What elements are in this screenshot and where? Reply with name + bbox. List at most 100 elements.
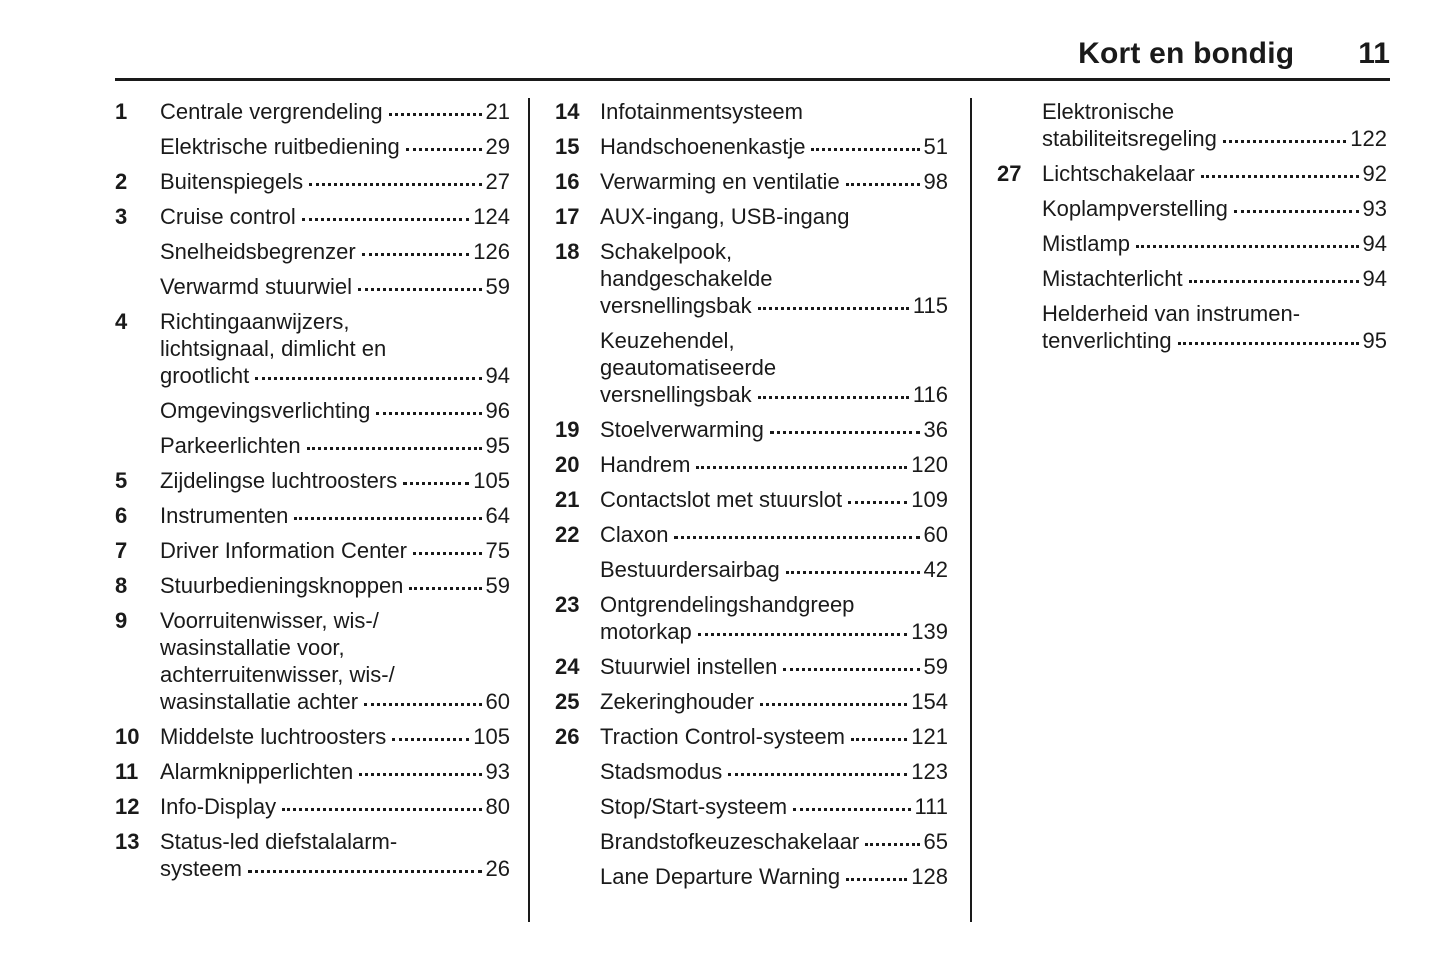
toc-entry: Omgevingsverlichting 96 bbox=[115, 397, 510, 424]
entry-number bbox=[115, 133, 160, 160]
entry-body: Bestuurdersairbag 42 bbox=[600, 556, 948, 583]
toc-entry: Elektronische stabiliteitsregeling 122 bbox=[997, 98, 1387, 152]
entry-body: Mistlamp 94 bbox=[1042, 230, 1387, 257]
entry-title: Snelheidsbegrenzer bbox=[160, 239, 356, 264]
entry-title: stabiliteitsregeling bbox=[1042, 126, 1217, 151]
entry-title: Verwarming en ventilatie bbox=[600, 169, 840, 194]
entry-last-line: grootlicht 94 bbox=[160, 362, 510, 389]
entry-title: Handrem bbox=[600, 452, 691, 477]
toc-entry: 5 Zijdelingse luchtroosters 105 bbox=[115, 467, 510, 494]
entry-title: Centrale vergrendeling bbox=[160, 99, 383, 124]
entry-body: Zekeringhouder 154 bbox=[600, 688, 948, 715]
entry-number: 1 bbox=[115, 99, 128, 124]
entry-title: Brandstofkeuzeschakelaar bbox=[600, 829, 860, 854]
entry-page-number: 60 bbox=[485, 689, 510, 714]
entry-body: Lane Departure Warning 128 bbox=[600, 863, 948, 890]
entry-body: Omgevingsverlichting 96 bbox=[160, 397, 510, 424]
dot-leader bbox=[409, 587, 482, 590]
dot-leader bbox=[361, 253, 470, 256]
toc-entry: Mistlamp 94 bbox=[997, 230, 1387, 257]
dot-leader bbox=[728, 773, 908, 776]
entry-number: 2 bbox=[115, 169, 128, 194]
toc-columns: 1 Centrale vergrendeling 21 Elektrische rui… bbox=[115, 98, 1390, 922]
entry-body: Brandstofkeuzeschakelaar 65 bbox=[600, 828, 948, 855]
entry-number: 18 bbox=[555, 239, 580, 264]
entry-body: Verwarmd stuurwiel 59 bbox=[160, 273, 510, 300]
entry-number bbox=[555, 828, 600, 855]
dot-leader bbox=[846, 878, 908, 881]
toc-entry: Mistachterlicht 94 bbox=[997, 265, 1387, 292]
entry-title: Stuurbedieningsknoppen bbox=[160, 573, 404, 598]
entry-page-number: 116 bbox=[912, 382, 948, 407]
entry-last-line: Verwarmd stuurwiel 59 bbox=[160, 273, 510, 300]
toc-entry: 6 Instrumenten 64 bbox=[115, 502, 510, 529]
entry-page-number: 121 bbox=[911, 724, 948, 749]
entry-last-line: Claxon 60 bbox=[600, 521, 948, 548]
entry-last-line: Infotainmentsysteem bbox=[600, 98, 948, 125]
entry-number: 20 bbox=[555, 452, 580, 477]
toc-entry: 3 Cruise control 124 bbox=[115, 203, 510, 230]
page-number: 11 bbox=[1358, 37, 1390, 70]
entry-title: Mistlamp bbox=[1042, 231, 1131, 256]
toc-entry: 10 Middelste luchtroosters 105 bbox=[115, 723, 510, 750]
toc-entry: 17 AUX-ingang, USB-ingang bbox=[555, 203, 948, 230]
entry-body: Middelste luchtroosters 105 bbox=[160, 723, 510, 750]
entry-page-number: 126 bbox=[473, 239, 510, 264]
entry-last-line: motorkap 139 bbox=[600, 618, 948, 645]
dot-leader bbox=[255, 377, 482, 380]
entry-title: Mistachterlicht bbox=[1042, 266, 1183, 291]
toc-entry: Keuzehendel, geautomatiseerde versnellings… bbox=[555, 327, 948, 408]
entry-title-line: Status-led diefstalalarm- bbox=[160, 829, 398, 854]
entry-title: Zijdelingse luchtroosters bbox=[160, 468, 398, 493]
entry-body: Snelheidsbegrenzer 126 bbox=[160, 238, 510, 265]
entry-last-line: Contactslot met stuurslot 109 bbox=[600, 486, 948, 513]
entry-title: AUX-ingang, USB-ingang bbox=[600, 204, 850, 229]
entry-number: 23 bbox=[555, 592, 580, 617]
entry-last-line: Snelheidsbegrenzer 126 bbox=[160, 238, 510, 265]
entry-body: AUX-ingang, USB-ingang bbox=[600, 203, 948, 230]
entry-body: Info-Display 80 bbox=[160, 793, 510, 820]
dot-leader bbox=[412, 552, 482, 555]
entry-title: Koplampverstelling bbox=[1042, 196, 1228, 221]
entry-number: 12 bbox=[115, 794, 140, 819]
toc-entry: 26 Traction Control-systeem 121 bbox=[555, 723, 948, 750]
toc-entry: 25 Zekeringhouder 154 bbox=[555, 688, 948, 715]
entry-number: 4 bbox=[115, 309, 128, 334]
entry-title-line: geautomatiseerde bbox=[600, 355, 777, 380]
toc-entry: 13 Status-led diefstalalarm-systeem 26 bbox=[115, 828, 510, 882]
entry-number bbox=[555, 863, 600, 890]
toc-entry: Brandstofkeuzeschakelaar 65 bbox=[555, 828, 948, 855]
entry-body: Handrem 120 bbox=[600, 451, 948, 478]
dot-leader bbox=[301, 218, 470, 221]
entry-title-line: Helderheid van instrumen- bbox=[1042, 301, 1301, 326]
entry-last-line: Brandstofkeuzeschakelaar 65 bbox=[600, 828, 948, 855]
dot-leader bbox=[403, 482, 470, 485]
dot-leader bbox=[309, 183, 482, 186]
entry-page-number: 94 bbox=[1362, 231, 1387, 256]
dot-leader bbox=[769, 431, 920, 434]
entry-last-line: Instrumenten 64 bbox=[160, 502, 510, 529]
entry-number: 3 bbox=[115, 204, 128, 229]
entry-title-line: Richtingaanwijzers, bbox=[160, 309, 350, 334]
dot-leader bbox=[392, 738, 470, 741]
entry-number: 21 bbox=[555, 487, 580, 512]
entry-last-line: versnellingsbak 116 bbox=[600, 381, 948, 408]
entry-page-number: 59 bbox=[485, 274, 510, 299]
entry-last-line: Stoelverwarming 36 bbox=[600, 416, 948, 443]
entry-page-number: 75 bbox=[485, 538, 510, 563]
entry-title: Stop/Start-systeem bbox=[600, 794, 788, 819]
entry-body: Claxon 60 bbox=[600, 521, 948, 548]
dot-leader bbox=[1200, 175, 1359, 178]
dot-leader bbox=[1136, 245, 1359, 248]
entry-last-line: Alarmknipperlichten 93 bbox=[160, 758, 510, 785]
entry-title: Claxon bbox=[600, 522, 669, 547]
entry-page-number: 59 bbox=[485, 573, 510, 598]
entry-page-number: 105 bbox=[473, 468, 510, 493]
entry-body: Centrale vergrendeling 21 bbox=[160, 98, 510, 125]
entry-body: Status-led diefstalalarm-systeem 26 bbox=[160, 828, 510, 882]
toc-entry: Bestuurdersairbag 42 bbox=[555, 556, 948, 583]
entry-body: Mistachterlicht 94 bbox=[1042, 265, 1387, 292]
entry-body: Alarmknipperlichten 93 bbox=[160, 758, 510, 785]
entry-body: Verwarming en ventilatie 98 bbox=[600, 168, 948, 195]
